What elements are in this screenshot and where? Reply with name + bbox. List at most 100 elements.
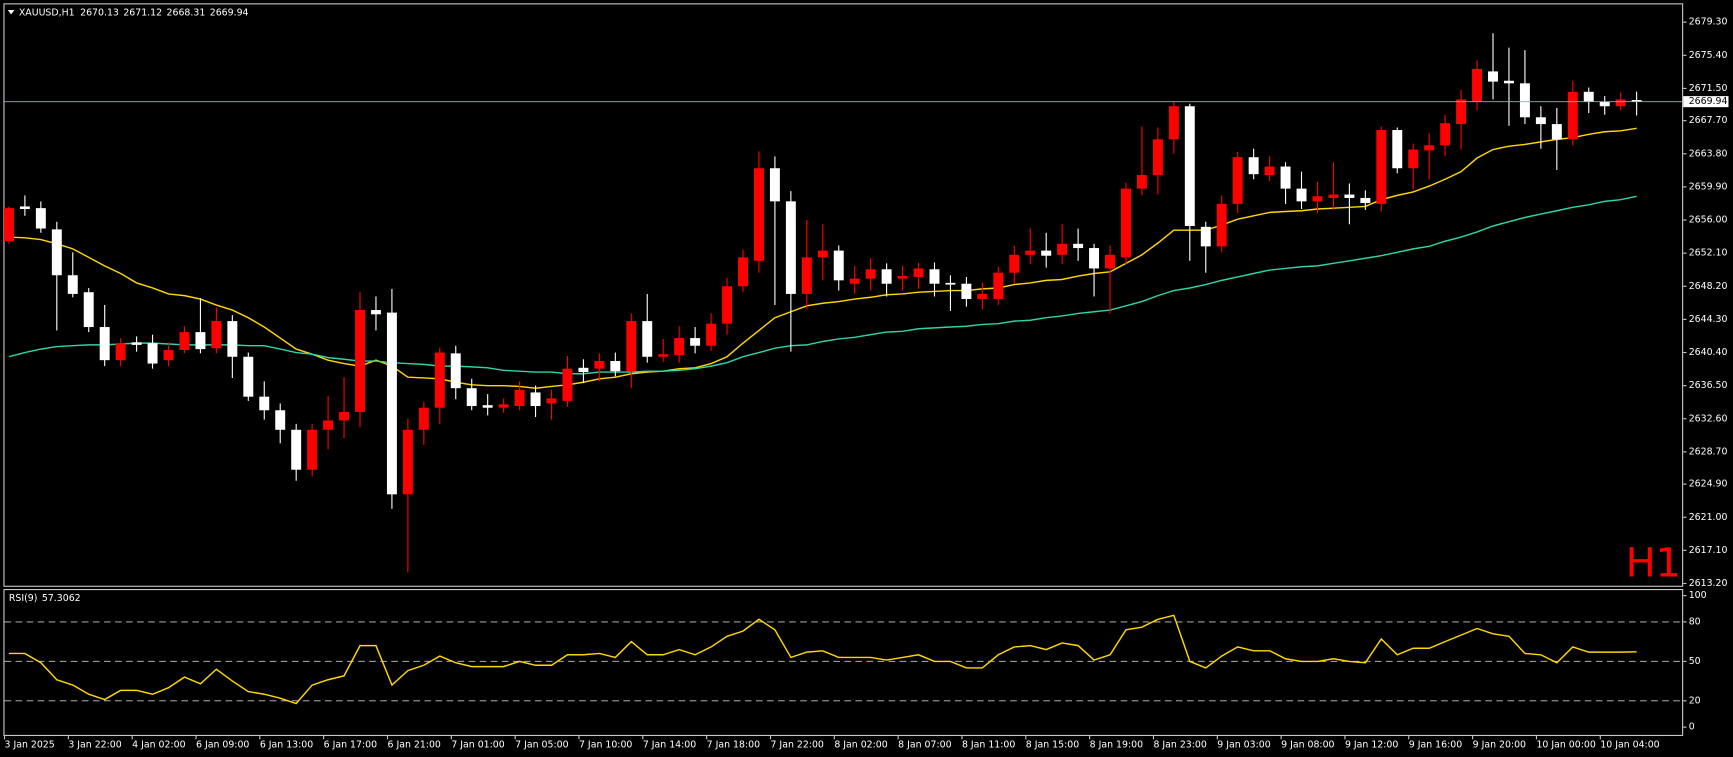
x-tick-label: 6 Jan 17:00 <box>324 739 377 750</box>
candle-body <box>1184 106 1195 226</box>
candle-body <box>626 321 637 372</box>
menu-arrow[interactable] <box>7 9 15 15</box>
moving-average <box>8 195 1637 375</box>
candle-body <box>1089 248 1100 269</box>
candle-body <box>147 343 158 364</box>
x-tick-label: 10 Jan 00:00 <box>1536 739 1595 750</box>
candle-body <box>1136 175 1147 189</box>
candle-body <box>738 257 748 287</box>
candle-body <box>610 361 621 372</box>
candle-body <box>1615 99 1626 107</box>
symbol: XAUUSD,H1 <box>19 7 75 18</box>
candle-body <box>498 404 509 408</box>
high-value: 2671.12 <box>123 7 162 18</box>
x-tick-label: 6 Jan 21:00 <box>388 739 441 750</box>
y-tick-label: 100 <box>1689 590 1707 601</box>
candle-body <box>291 429 302 470</box>
candle-body <box>1296 188 1307 202</box>
candle-body <box>1376 130 1387 204</box>
candle-body <box>690 338 701 346</box>
candle-body <box>1073 243 1084 249</box>
candle-body <box>642 321 653 357</box>
candle-body <box>1168 106 1179 140</box>
candle-body <box>3 208 14 242</box>
candle-body <box>1200 226 1211 247</box>
candle-body <box>881 269 892 284</box>
candle-body <box>1009 254 1020 273</box>
candle-body <box>19 206 30 209</box>
candle-body <box>1503 80 1514 84</box>
close-value: 2669.94 <box>210 7 249 18</box>
candle-body <box>115 343 126 361</box>
candle-body <box>769 168 780 202</box>
y-tick-label: 2621.00 <box>1689 512 1728 523</box>
candle-body <box>1360 197 1371 204</box>
y-tick-label: 2679.30 <box>1689 17 1728 28</box>
candle-body <box>370 310 381 315</box>
x-tick-label: 3 Jan 2025 <box>5 739 55 750</box>
candle-body <box>1535 117 1546 125</box>
candle-body <box>1599 101 1610 107</box>
open-value: 2670.13 <box>80 7 119 18</box>
candle-body <box>1057 243 1068 255</box>
x-tick-label: 7 Jan 22:00 <box>770 739 823 750</box>
y-tick-label: 2632.60 <box>1689 413 1728 424</box>
candle-body <box>131 342 142 345</box>
candle-body <box>1631 100 1642 102</box>
candle-body <box>913 268 924 277</box>
y-tick-label: 2648.20 <box>1689 281 1728 292</box>
y-tick-label: 2640.40 <box>1689 347 1728 358</box>
x-tick-label: 8 Jan 23:00 <box>1153 739 1206 750</box>
candle-body <box>323 420 334 430</box>
candle-body <box>227 321 238 357</box>
candle-body <box>1121 188 1131 258</box>
y-tick-label: 2656.00 <box>1689 215 1728 226</box>
candle-body <box>243 356 254 397</box>
candle-body <box>1152 139 1163 176</box>
y-tick-label: 2636.50 <box>1689 380 1728 391</box>
y-tick-label: 2652.10 <box>1689 248 1728 259</box>
rsi-panel <box>3 589 1684 737</box>
candle-body <box>674 338 685 356</box>
candle-body <box>514 389 525 407</box>
x-tick-label: 8 Jan 19:00 <box>1090 739 1143 750</box>
rsi-value: 57.3062 <box>42 592 81 603</box>
candle-body <box>434 352 445 408</box>
candle-body <box>865 269 876 279</box>
candle-body <box>658 354 669 357</box>
y-tick-label: 2667.70 <box>1689 115 1728 126</box>
candle-body <box>849 278 860 284</box>
candle-body <box>1280 166 1291 189</box>
candle-body <box>562 368 573 401</box>
candle-body <box>1105 254 1115 269</box>
candle-body <box>99 327 110 361</box>
candle-body <box>546 398 557 404</box>
candle-body <box>833 250 844 281</box>
candle-body <box>386 312 397 495</box>
x-tick-label: 9 Jan 12:00 <box>1345 739 1398 750</box>
y-tick-label: 20 <box>1689 695 1701 706</box>
candle-body <box>83 292 94 328</box>
candle-body <box>594 361 605 369</box>
candle-body <box>1408 149 1419 169</box>
rsi-header: RSI(9) 57.3062 <box>9 592 81 603</box>
x-tick-label: 7 Jan 18:00 <box>707 739 760 750</box>
y-tick-label: 2663.80 <box>1689 148 1728 159</box>
candle-body <box>1551 124 1562 140</box>
candle-body <box>195 332 206 350</box>
candle-body <box>1025 250 1036 255</box>
candle-body <box>1472 68 1483 102</box>
x-tick-label: 7 Jan 10:00 <box>579 739 632 750</box>
x-tick-label: 6 Jan 09:00 <box>196 739 249 750</box>
candle-body <box>259 396 270 411</box>
candle-body <box>418 407 429 430</box>
chart-header: XAUUSD,H1 2670.13 2671.12 2668.31 2669.94 <box>19 7 249 18</box>
x-tick-label: 4 Jan 02:00 <box>132 739 185 750</box>
candle-body <box>163 349 174 361</box>
x-tick-label: 9 Jan 16:00 <box>1409 739 1462 750</box>
candle-body <box>753 168 764 261</box>
candle-body <box>1392 130 1403 169</box>
candle-body <box>929 269 940 284</box>
